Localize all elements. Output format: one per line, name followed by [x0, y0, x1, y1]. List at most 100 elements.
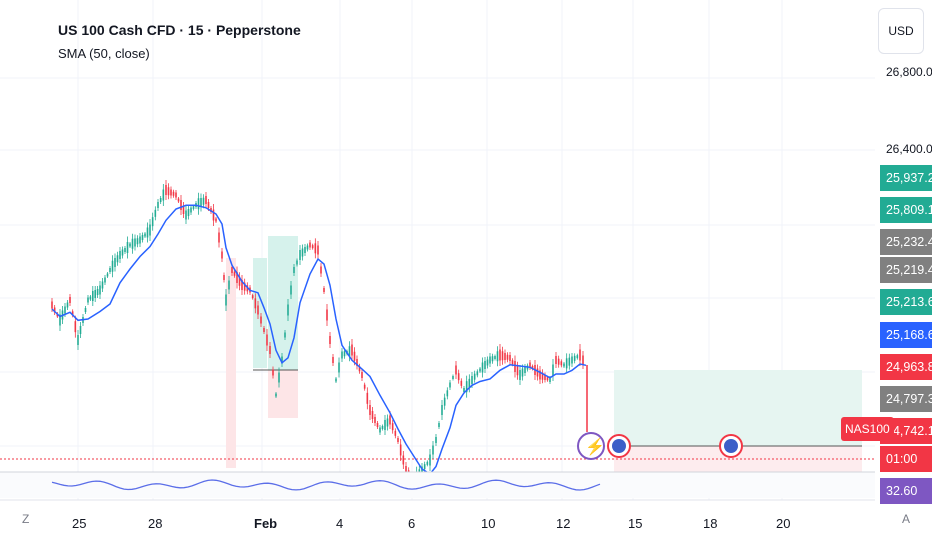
symbol-title[interactable]: US 100 Cash CFD · 15 · Pepperstone — [58, 22, 301, 38]
candle-body — [236, 272, 238, 283]
candle-body — [314, 243, 317, 254]
candle-body — [304, 247, 306, 253]
candle-body — [121, 249, 124, 256]
candle-body — [491, 356, 494, 362]
candle-body — [421, 466, 423, 474]
candle-body — [269, 346, 271, 354]
price-tag: 24,963.8 — [880, 354, 932, 380]
candle-body — [159, 198, 162, 202]
candle-body — [479, 368, 481, 372]
candle-body — [79, 326, 82, 334]
candle-body — [306, 245, 309, 250]
candle-body — [435, 437, 437, 443]
currency-button[interactable]: USD — [878, 8, 924, 54]
candle-body — [134, 238, 136, 247]
price-tag: 25,809.1 — [880, 197, 932, 223]
candle-body — [571, 356, 573, 364]
candle-body — [504, 353, 506, 360]
candle-body — [251, 295, 254, 299]
candle-body — [146, 227, 149, 238]
candle-body — [501, 351, 504, 361]
candle-body — [293, 267, 295, 273]
candle-body — [384, 420, 386, 430]
profit-zone-box-2 — [253, 258, 267, 368]
candle-body — [579, 349, 581, 361]
candle-body — [151, 217, 154, 227]
symbol-tag[interactable]: NAS100 — [841, 417, 894, 441]
candle-body — [473, 373, 476, 380]
candle-body — [531, 366, 534, 369]
indicator-legend[interactable]: SMA (50, close) — [58, 46, 150, 61]
candle-body — [231, 267, 233, 273]
time-axis-label: 20 — [776, 516, 791, 531]
time-axis-label: 18 — [703, 516, 718, 531]
candle-body — [576, 355, 579, 359]
candle-body — [254, 298, 257, 309]
candle-body — [446, 390, 449, 397]
candle-body — [506, 354, 509, 360]
candle-body — [563, 363, 565, 367]
candle-body — [260, 316, 262, 324]
candle-body — [544, 375, 546, 380]
candle-body — [182, 206, 185, 214]
candle-body — [241, 280, 243, 290]
candle-body — [468, 378, 471, 388]
candle-body — [573, 355, 576, 361]
candle-body — [516, 366, 519, 376]
candle-body — [426, 461, 429, 465]
candle-body — [455, 365, 457, 375]
price-tag: 32.60 — [880, 478, 932, 504]
candle-body — [452, 376, 454, 379]
candle-body — [389, 415, 391, 425]
candle-body — [71, 311, 74, 316]
candle-body — [471, 376, 473, 384]
time-axis-label: 10 — [481, 516, 496, 531]
candle-body — [441, 405, 443, 415]
candle-body — [555, 356, 557, 364]
candle-body — [443, 397, 446, 406]
candle-body — [402, 455, 405, 465]
scroll-left-button[interactable]: Z — [22, 512, 30, 526]
candle-body — [101, 281, 104, 289]
scroll-right-button[interactable]: A — [902, 512, 911, 526]
candle-body — [449, 382, 451, 388]
candle-body — [210, 208, 212, 212]
candle-body — [53, 307, 56, 313]
candle-body — [549, 378, 551, 382]
candle-body — [197, 198, 200, 210]
price-tag: 24,797.3 — [880, 386, 932, 412]
candle-body — [351, 344, 353, 356]
candle-body — [484, 361, 486, 369]
candle-body — [391, 423, 394, 431]
candle-body — [541, 372, 544, 380]
lightning-event-icon[interactable] — [577, 432, 605, 460]
profit-zone-box — [268, 236, 298, 370]
candle-body — [116, 255, 119, 263]
candle-body — [374, 417, 376, 423]
candle-body — [104, 277, 106, 283]
candle-body — [287, 304, 289, 316]
candle-body — [536, 368, 539, 377]
candle-body — [74, 321, 77, 333]
candle-body — [358, 366, 361, 372]
indicator-pane — [0, 472, 875, 498]
candle-body — [496, 351, 499, 362]
chart-header: US 100 Cash CFD · 15 · Pepperstone SMA (… — [58, 22, 301, 61]
candle-body — [284, 332, 286, 338]
candle-body — [212, 209, 215, 221]
loss-zone-left — [226, 258, 236, 468]
candle-body — [343, 351, 346, 357]
candle-body — [568, 357, 571, 366]
candle-body — [281, 356, 283, 364]
sma-line — [51, 204, 587, 475]
candle-body — [218, 232, 220, 243]
candle-body — [167, 187, 170, 196]
candle-body — [192, 206, 195, 209]
candle-body — [141, 235, 144, 240]
candle-body — [511, 360, 514, 365]
candle-body — [207, 202, 210, 208]
candle-body — [521, 368, 524, 377]
candle-body — [539, 370, 541, 380]
